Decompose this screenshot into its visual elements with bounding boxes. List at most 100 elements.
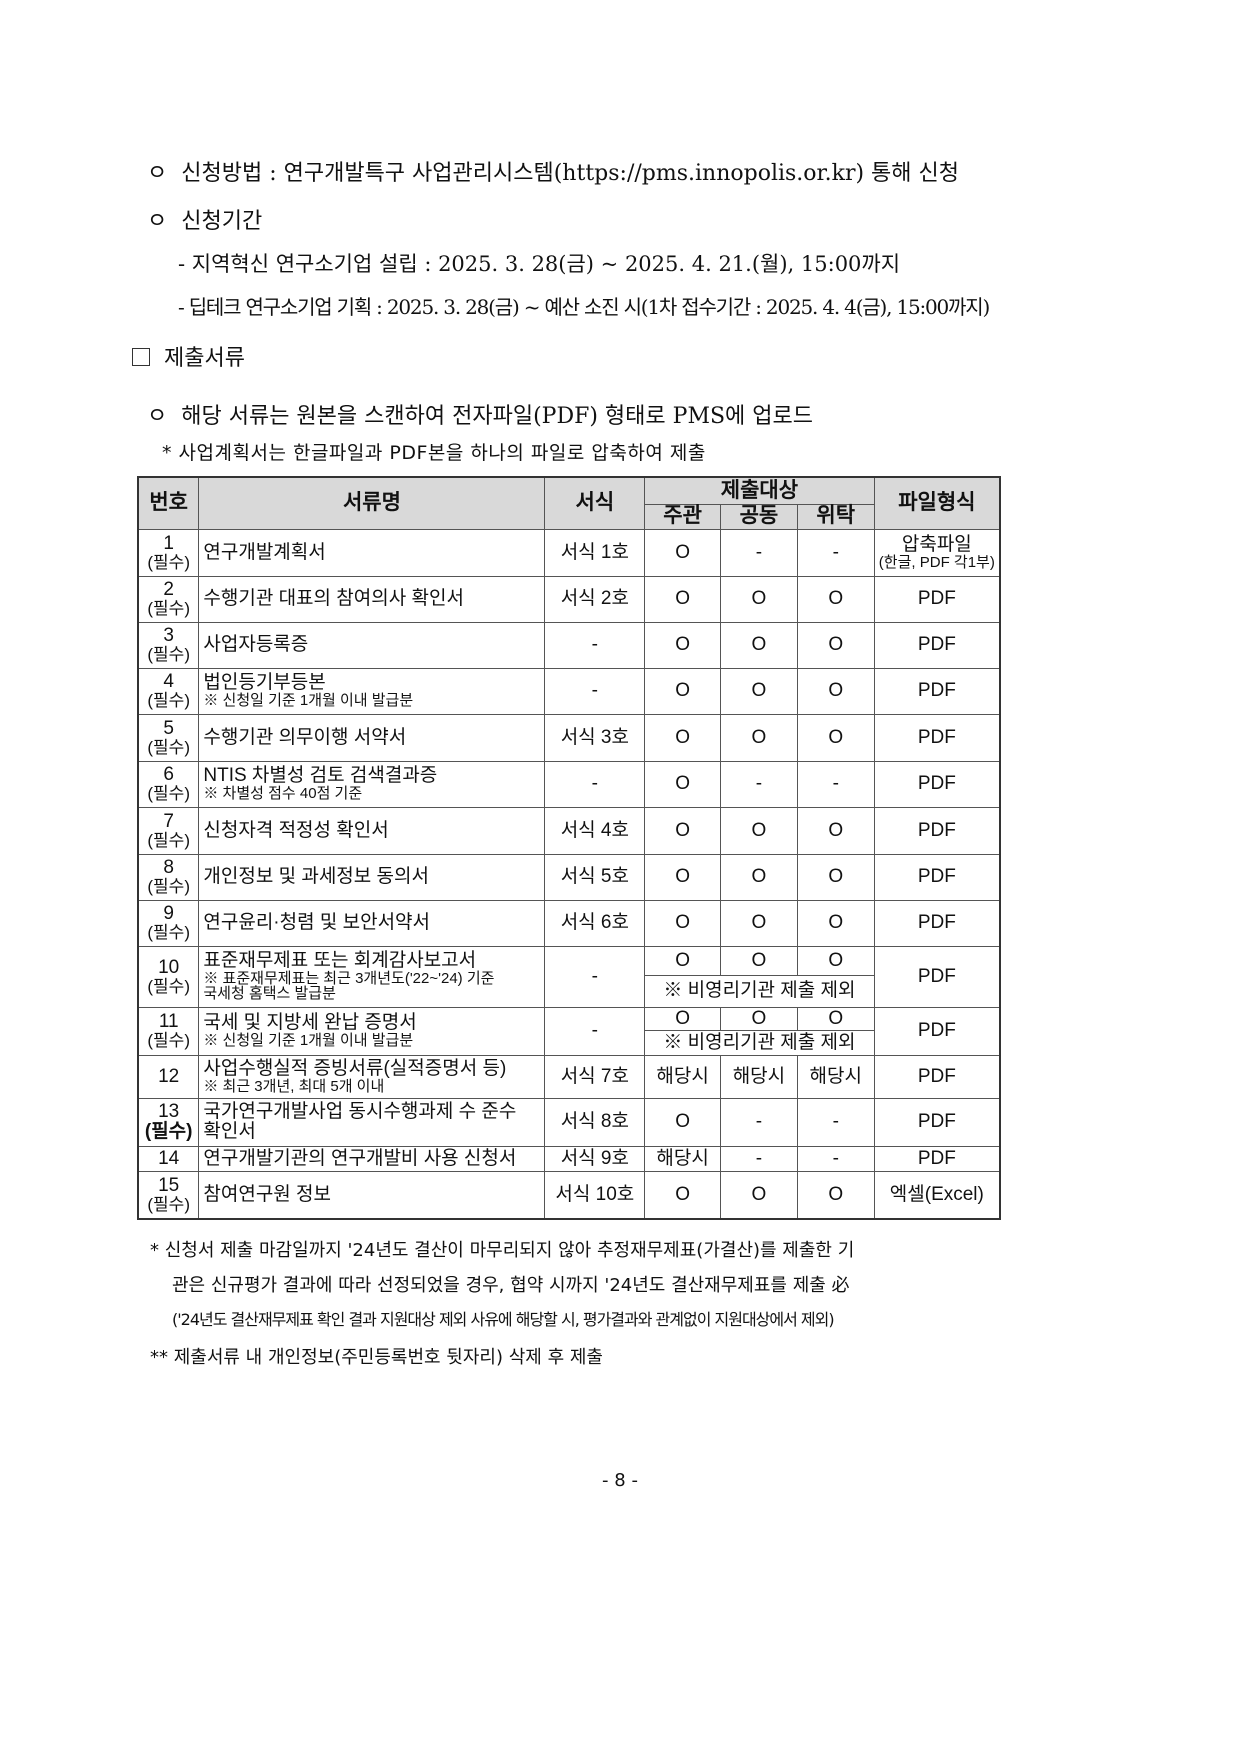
document-note: ※ 차별성 점수 40점 기준 — [203, 785, 363, 803]
cell-lead: O — [644, 667, 722, 715]
document-note: ※ 최근 3개년, 최대 5개 이내 — [203, 1077, 385, 1095]
cell-file: PDF — [873, 1145, 1001, 1172]
header-form: 서식 — [544, 476, 646, 530]
table-row: 15 (필수) 참여연구원 정보 서식 10호 O O O 엑셀(Excel) — [137, 1170, 1001, 1220]
application-method: ㅇ 신청방법 : 연구개발특구 사업관리시스템(https://pms.innop… — [147, 155, 959, 187]
cell-lead: 해당시 — [644, 1145, 722, 1172]
document-name: 국가연구개발사업 동시수행과제 수 준수 — [203, 1101, 517, 1123]
cell-form: 서식 2호 — [544, 575, 646, 623]
form-number: - — [591, 965, 598, 987]
section-heading: 제출서류 — [132, 340, 245, 372]
cell-name: 연구윤리·청렴 및 보안서약서 — [198, 899, 546, 947]
consign-mark: O — [828, 726, 844, 748]
cell-no: 2 (필수) — [137, 575, 200, 623]
cell-form: 서식 5호 — [544, 853, 646, 901]
cell-joint: O — [720, 853, 798, 901]
joint-mark: O — [751, 634, 767, 656]
header-consign: 위탁 — [796, 503, 875, 530]
lead-mark: O — [675, 541, 691, 563]
table-row: 3 (필수) 사업자등록증 - O O O PDF — [137, 621, 1001, 669]
joint-mark: O — [751, 588, 767, 610]
joint-mark: O — [751, 866, 767, 888]
method-text: 신청방법 : 연구개발특구 사업관리시스템(https://pms.innopo… — [181, 161, 960, 186]
table-row: 1 (필수) 연구개발계획서 서식 1호 O - - 압축파일 (한글, PDF 각1부) — [137, 528, 1001, 577]
form-number: 서식 4호 — [560, 819, 629, 841]
consign-mark: - — [832, 1111, 839, 1133]
row-number: 2 — [163, 579, 174, 601]
cell-lead: O — [644, 713, 722, 762]
joint-mark: - — [755, 773, 763, 795]
consign-mark: - — [832, 541, 839, 563]
joint-mark: O — [751, 680, 767, 702]
cell-no: 10 (필수) — [137, 945, 200, 1008]
document-name: 연구개발기관의 연구개발비 사용 신청서 — [203, 1147, 517, 1169]
form-number: - — [591, 773, 598, 795]
row-number: 6 — [163, 764, 174, 786]
cell-consign: O — [796, 853, 875, 901]
cell-lead: O — [644, 575, 722, 623]
document-name-cont: 확인서 — [203, 1121, 256, 1142]
table-row: 2 (필수) 수행기관 대표의 참여의사 확인서 서식 2호 O O O PDF — [137, 575, 1001, 623]
footnote-1-paren: ('24년도 결산재무제표 확인 결과 지원대상 제외 사유에 해당할 시, 평… — [172, 1310, 835, 1329]
consign-mark: - — [832, 773, 839, 795]
header-joint: 공동 — [720, 503, 798, 530]
cell-joint: O — [720, 899, 798, 947]
cell-file: PDF — [873, 899, 1001, 947]
document-name: 사업수행실적 증빙서류(실적증명서 등) — [203, 1057, 507, 1079]
cell-joint: O — [720, 713, 798, 762]
table-row-note: ※ 비영리기관 제출 제외 — [138, 974, 1000, 1008]
cell-consign: - — [796, 1145, 875, 1172]
table-row: 12 사업수행실적 증빙서류(실적증명서 등) ※ 최근 3개년, 최대 5개 이내… — [137, 1054, 1001, 1099]
file-format: PDF — [917, 680, 956, 702]
cell-consign: O — [796, 575, 875, 623]
period-regional: - 지역혁신 연구소기업 설립 : 2025. 3. 28(금) ~ 2025.… — [178, 252, 901, 276]
header-lead: 주관 — [644, 503, 722, 530]
required-label: (필수) — [147, 599, 190, 619]
row-number: 14 — [158, 1147, 180, 1169]
table-row: 10 (필수) 표준재무제표 또는 회계감사보고서 ※ 표준재무제표는 최근 3개년도… — [137, 945, 1001, 1008]
row-number: 1 — [163, 532, 174, 554]
cell-form: 서식 3호 — [544, 713, 646, 762]
cell-consign: 해당시 — [796, 1054, 875, 1099]
document-name: NTIS 차별성 검토 검색결과증 — [203, 765, 438, 787]
cell-form: - — [544, 1006, 646, 1056]
form-number: 서식 3호 — [560, 726, 629, 748]
lead-mark: O — [675, 819, 691, 841]
period-deeptech: - 딥테크 연구소기업 기획 : 2025. 3. 28(금) ~ 예산 소진 … — [178, 295, 990, 319]
cell-consign: - — [796, 528, 875, 577]
row-number: 5 — [163, 717, 174, 739]
joint-mark: O — [751, 949, 767, 971]
joint-mark: O — [751, 1007, 767, 1029]
table-row-note: ※ 비영리기관 제출 제외 — [138, 1029, 1000, 1056]
consign-mark: 해당시 — [809, 1065, 862, 1087]
table-row: 5 (필수) 수행기관 의무이행 서약서 서식 3호 O O O PDF — [137, 713, 1001, 762]
cell-lead: O — [644, 621, 722, 669]
cell-no: 8 (필수) — [137, 853, 200, 901]
row-number: 15 — [158, 1174, 180, 1196]
table-row: 8 (필수) 개인정보 및 과세정보 동의서 서식 5호 O O O PDF — [137, 853, 1001, 901]
document-note-cont: 국세청 홈택스 발급분 — [203, 985, 336, 1003]
consign-mark: O — [828, 912, 844, 934]
file-format: PDF — [917, 588, 956, 610]
cell-name: 국가연구개발사업 동시수행과제 수 준수 확인서 — [198, 1097, 546, 1147]
cell-name: 법인등기부등본 ※ 신청일 기준 1개월 이내 발급분 — [198, 667, 546, 715]
header-target: 제출대상 — [644, 476, 875, 505]
cell-form: - — [544, 945, 646, 1008]
file-format: PDF — [917, 819, 956, 841]
footnote-2: ** 제출서류 내 개인정보(주민등록번호 뒷자리) 삭제 후 제출 — [150, 1347, 603, 1368]
lead-mark: O — [675, 726, 691, 748]
cell-file: PDF — [873, 1006, 1001, 1056]
table-row: 13 (필수) 국가연구개발사업 동시수행과제 수 준수 확인서 서식 8호 O - - PDF — [137, 1097, 1001, 1147]
form-number: 서식 2호 — [560, 588, 629, 610]
required-label: (필수) — [147, 976, 190, 996]
row-number: 11 — [158, 1011, 179, 1033]
cell-joint: O — [720, 621, 798, 669]
cell-file: PDF — [873, 1097, 1001, 1147]
cell-file: PDF — [873, 1054, 1001, 1099]
cell-name: NTIS 차별성 검토 검색결과증 ※ 차별성 점수 40점 기준 — [198, 760, 546, 808]
file-format: PDF — [917, 773, 956, 795]
cell-name: 연구개발계획서 — [198, 528, 546, 577]
cell-consign: O — [796, 621, 875, 669]
joint-mark: - — [755, 1147, 763, 1169]
cell-form: - — [544, 760, 646, 808]
